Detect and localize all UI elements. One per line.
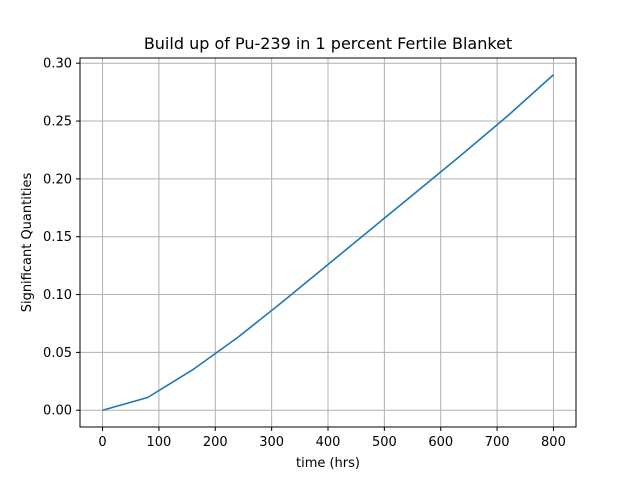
x-tick-label: 600 bbox=[428, 435, 453, 450]
y-tick-label: 0.00 bbox=[43, 404, 72, 419]
grid bbox=[80, 58, 576, 427]
y-tick-label: 0.30 bbox=[43, 57, 72, 72]
chart-title: Build up of Pu-239 in 1 percent Fertile … bbox=[144, 34, 512, 53]
x-tick-label: 800 bbox=[541, 435, 566, 450]
x-tick-label: 500 bbox=[372, 435, 397, 450]
y-tick-label: 0.05 bbox=[43, 346, 72, 361]
y-tick-label: 0.20 bbox=[43, 172, 72, 187]
x-axis-label: time (hrs) bbox=[296, 456, 360, 471]
y-tick-label: 0.10 bbox=[43, 288, 72, 303]
axis-ticks: 0 100 200 300 400 500 600 700 800 0.00 0.05 0.10 0.1… bbox=[43, 57, 566, 450]
x-tick-label: 200 bbox=[203, 435, 228, 450]
x-tick-label: 300 bbox=[259, 435, 284, 450]
x-tick-label: 400 bbox=[316, 435, 341, 450]
series-line bbox=[102, 74, 554, 411]
plot-area bbox=[102, 74, 554, 411]
x-tick-label: 0 bbox=[98, 435, 106, 450]
x-tick-label: 700 bbox=[485, 435, 510, 450]
x-tick-label: 100 bbox=[146, 435, 171, 450]
y-axis-label: Significant Quantities bbox=[20, 172, 35, 312]
y-tick-label: 0.25 bbox=[43, 115, 72, 130]
y-tick-label: 0.15 bbox=[43, 230, 72, 245]
